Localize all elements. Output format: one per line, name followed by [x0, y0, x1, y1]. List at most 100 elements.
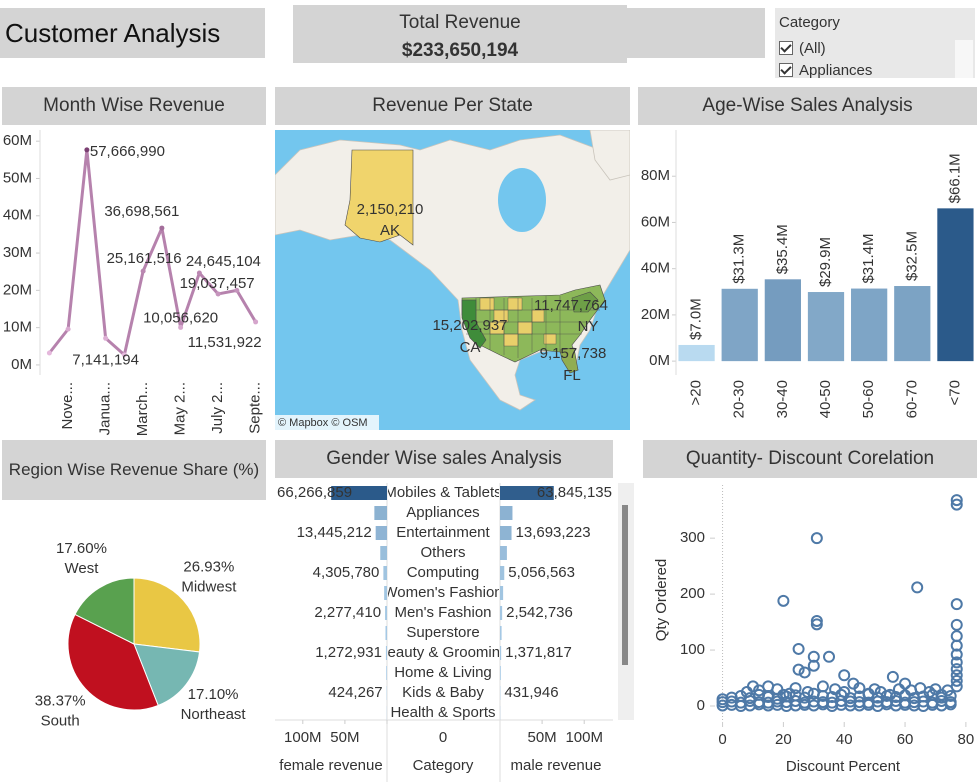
y-tick-label: 300 [680, 529, 705, 546]
axis-title: Category [413, 757, 474, 774]
category-label: Health & Sports [390, 704, 495, 721]
kpi-label: Total Revenue [399, 12, 521, 33]
bar [500, 646, 502, 660]
point [65, 326, 71, 332]
y-tick-label: 20M [641, 306, 670, 323]
y-tick-label: 50M [3, 169, 32, 186]
point [807, 650, 820, 663]
point [178, 324, 184, 330]
bay [498, 168, 546, 232]
bar [721, 288, 758, 362]
bar [500, 486, 554, 500]
categories: Mobiles & Tablets Appliances Entertainment… [383, 484, 502, 721]
point [892, 683, 905, 696]
bar [383, 566, 387, 580]
x-tick-label: >20 [688, 380, 705, 405]
slice [133, 643, 201, 707]
filter: Category (All) Appliances [775, 8, 975, 78]
point [810, 614, 823, 627]
bar [500, 546, 507, 560]
slice-label: West [65, 560, 100, 577]
data-label: 11,747,764 [534, 297, 608, 314]
bar [500, 586, 504, 600]
y-tick-label: 60M [641, 213, 670, 230]
point [810, 618, 823, 631]
state [559, 347, 579, 374]
bar [386, 666, 387, 680]
data-label: $7.0M [688, 298, 705, 340]
kpi-box [293, 5, 627, 63]
data-label: 66,266,859 [277, 484, 352, 501]
bar [380, 546, 387, 560]
point [950, 598, 963, 611]
slice-label: Midwest [181, 579, 237, 596]
checkbox[interactable] [779, 63, 793, 77]
point [944, 689, 957, 702]
x-tick-label: 0 [718, 731, 726, 748]
y-tick-label: 10M [3, 319, 32, 336]
scroll-thumb[interactable] [622, 505, 628, 665]
data-label: 11,531,922 [188, 334, 262, 351]
point [196, 270, 202, 276]
x-tick-label: 60 [897, 731, 914, 748]
x-tick-label: March... [134, 382, 151, 436]
data-label: 63,845,135 [537, 484, 612, 501]
point [215, 291, 221, 297]
data-label: 9,157,738 [540, 345, 607, 362]
filter-option[interactable]: (All) [779, 40, 951, 62]
point [823, 650, 836, 663]
data-label: 5,056,563 [508, 564, 575, 581]
point [911, 581, 924, 594]
month-chart: 0M 10M 20M 30M 40M 50M 60M Nove... Janua... March… [3, 130, 264, 436]
slice [74, 577, 135, 645]
bar [374, 506, 387, 520]
title-band [627, 8, 765, 58]
bar [385, 626, 387, 640]
panel-title: Quantity- Discount Corelation [643, 440, 977, 478]
category-label: Men's Fashion [394, 604, 491, 621]
x-tick-label: 20 [775, 731, 792, 748]
slice [133, 577, 201, 653]
point [753, 684, 766, 697]
data-label: $31.3M [731, 234, 748, 284]
y-tick-label: 40M [641, 260, 670, 277]
age-chart: 0M 20M 40M 60M 80M $7.0M >20 $31.3M 20-30 $35.4M 3… [641, 130, 974, 418]
y-tick-label: 100 [680, 641, 705, 658]
checkbox[interactable] [779, 41, 793, 55]
bar [385, 646, 387, 660]
x-tick-label: 20-30 [731, 380, 748, 418]
x-tick-label: 50M [330, 729, 359, 746]
data-label: 13,445,212 [297, 524, 372, 541]
state [461, 299, 487, 349]
bar [500, 606, 503, 620]
state-label: AK [380, 222, 400, 239]
male-bars: 63,845,135 13,693,223 5,056,563 2,542,736 1,… [500, 484, 612, 720]
state [571, 291, 599, 313]
category-label: Women's Fashion [383, 584, 502, 601]
filter-scrollbar[interactable] [955, 40, 973, 78]
land [589, 130, 630, 181]
panel-title: Month Wise Revenue [2, 87, 266, 125]
bar [385, 606, 387, 620]
point [950, 618, 963, 631]
data-label: 25,161,516 [107, 250, 182, 267]
state-label: FL [563, 367, 581, 384]
point [950, 663, 963, 676]
point [950, 674, 963, 687]
category-label: Superstore [406, 624, 479, 641]
bar [894, 286, 931, 362]
y-tick-label: 30M [3, 244, 32, 261]
x-tick-label: <70 [946, 380, 963, 405]
data-label: 36,698,561 [104, 203, 179, 220]
bar [331, 486, 387, 500]
axis-title: female revenue [279, 757, 382, 774]
point [950, 656, 963, 669]
point [807, 659, 820, 672]
x-tick-label: 100M [565, 729, 603, 746]
state [344, 149, 414, 246]
filter-option[interactable]: Appliances [779, 62, 951, 78]
bar [500, 626, 502, 640]
point [253, 319, 259, 325]
female-bars: 66,266,859 13,445,212 4,305,780 2,277,410 1,… [277, 484, 387, 720]
point [950, 630, 963, 643]
